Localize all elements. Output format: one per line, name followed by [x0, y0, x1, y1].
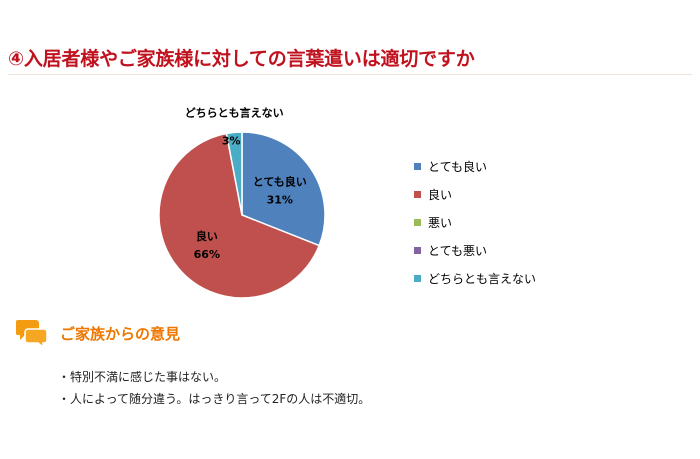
legend-label: とても悪い: [428, 243, 488, 258]
legend-label: 良い: [428, 187, 453, 202]
title-divider: [8, 74, 692, 75]
legend-item: どちらとも言えない: [414, 264, 536, 292]
opinion-item: ・特別不満に感じた事はない。: [58, 370, 227, 384]
legend-label: 悪い: [428, 215, 453, 230]
legend-label: どちらとも言えない: [428, 271, 537, 286]
opinion-item: ・人によって随分違う。はっきり言って2Fの人は不適切。: [58, 392, 371, 406]
legend-swatch: [414, 274, 421, 282]
slice-value-label: 3%: [222, 134, 241, 147]
legend-swatch: [414, 162, 421, 170]
legend-item: 良い: [414, 180, 536, 208]
pie-chart: とても良い 31% 良い 66% どちらとも言えない 3%: [158, 105, 326, 299]
pie-slice-neither: [225, 131, 243, 216]
pie-slice-very-good: [241, 131, 326, 247]
pie-slice-good: [158, 132, 321, 299]
legend-swatch: [414, 218, 421, 226]
slice-category-label: どちらとも言えない: [185, 105, 284, 119]
chart-legend: とても良い良い悪いとても悪いどちらとも言えない: [414, 152, 536, 292]
legend-item: 悪い: [414, 208, 536, 236]
speech-bubble-front: [24, 328, 48, 348]
page-title: ④入居者様やご家族様に対しての言葉遣いは適切ですか: [8, 48, 475, 70]
opinion-section-header: ご家族からの意見: [16, 318, 180, 348]
legend-item: とても悪い: [414, 236, 536, 264]
legend-swatch: [414, 190, 421, 198]
legend-label: とても良い: [428, 159, 488, 174]
opinion-heading: ご家族からの意見: [60, 324, 181, 343]
speech-bubbles-icon: [16, 320, 48, 348]
slice-category-label: 良い: [196, 229, 218, 243]
slice-category-label: とても良い: [253, 174, 307, 188]
legend-swatch: [414, 246, 421, 254]
slice-value-label: 66%: [194, 248, 220, 261]
opinion-list: ・特別不満に感じた事はない。 ・人によって随分違う。はっきり言って2Fの人は不適…: [58, 366, 370, 410]
legend-item: とても良い: [414, 152, 536, 180]
slice-value-label: 31%: [267, 193, 293, 206]
